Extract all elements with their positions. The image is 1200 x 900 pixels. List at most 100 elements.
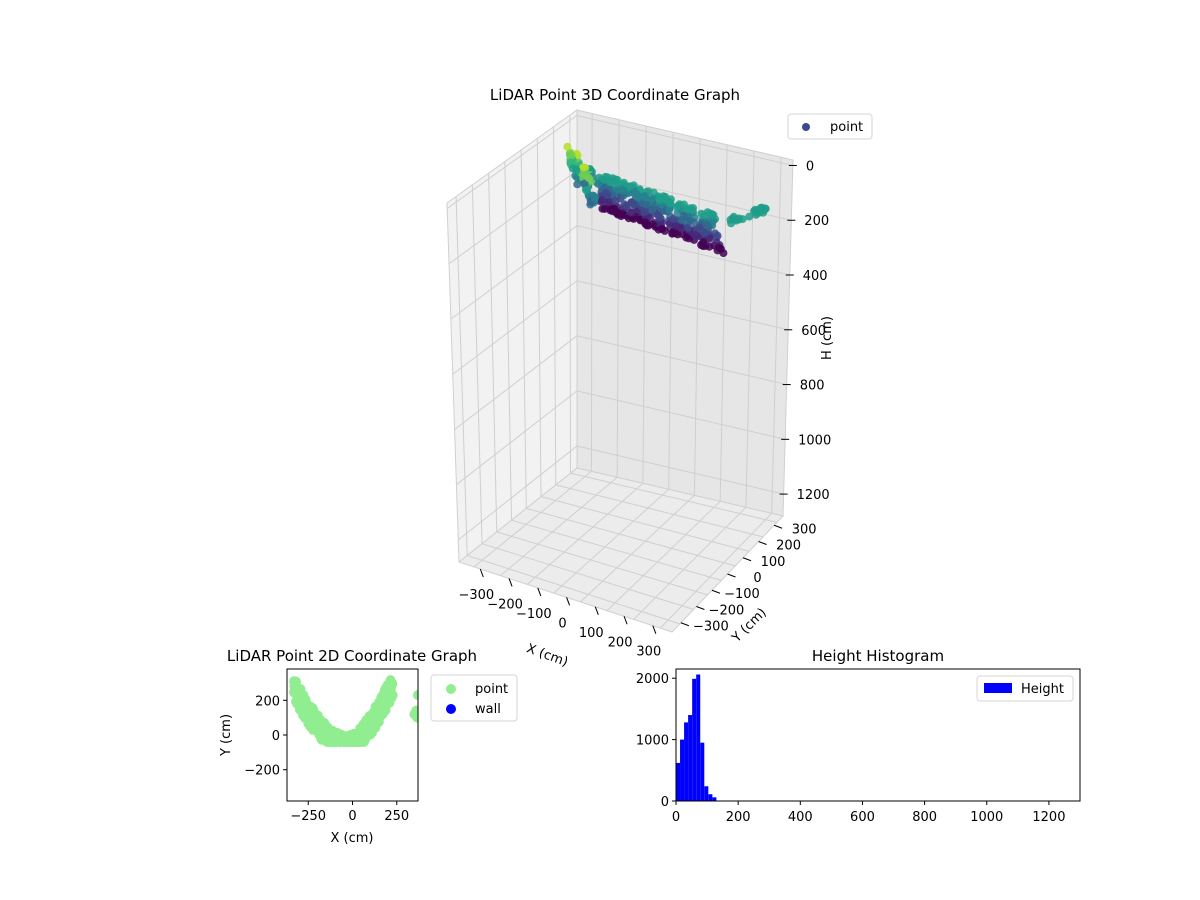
- grid-line-x: [606, 501, 721, 612]
- scatter-point-3d: [582, 186, 590, 195]
- grid-line-x: [580, 494, 695, 603]
- tick-label-y: 2000: [636, 672, 669, 687]
- scatter-point-3d: [705, 242, 714, 251]
- grid-line-y: [570, 472, 778, 523]
- scatter-point-3d: [640, 191, 649, 200]
- scatter-point-3d: [709, 211, 718, 219]
- legend-2d-wall-label: wall: [475, 702, 501, 717]
- scatter-point-3d: [579, 163, 588, 172]
- scatter-point-3d: [622, 201, 631, 210]
- grid-line-y-wall: [569, 115, 572, 474]
- tick-mark-y: [727, 573, 736, 578]
- scatter-point-2d: [327, 725, 338, 736]
- ticks-histogram: 0 200 400 600 800 1000 1200 0 1000 2000: [636, 672, 1066, 825]
- scatter-point-3d: [648, 220, 657, 229]
- tick-mark-x: [652, 625, 657, 634]
- legend-3d-marker: [802, 123, 810, 131]
- tick-label-x: 600: [850, 810, 875, 825]
- tick-label-z: 600: [801, 324, 826, 339]
- scatter-point-3d-far: [759, 208, 768, 217]
- grid-line-z: [452, 280, 789, 375]
- tick-label-x: −300: [458, 588, 494, 603]
- tick-mark-x: [594, 606, 599, 615]
- scatter-point-3d: [630, 200, 638, 209]
- chart-3d: −300−200−1000100200300−300−200−100010020…: [446, 86, 873, 670]
- scatter-point-2d: [314, 721, 325, 732]
- scatter-point-3d: [568, 164, 577, 173]
- scatter-point-3d: [613, 175, 622, 184]
- scatter-point-3d: [605, 198, 614, 207]
- scatter-point-3d: [613, 210, 622, 219]
- tick-mark-y: [742, 557, 752, 562]
- grid-line-y: [526, 507, 736, 567]
- tick-label-x: 100: [579, 626, 604, 641]
- histogram-bar: [688, 715, 693, 801]
- grid-line-x-wall: [771, 157, 782, 514]
- scatter-point-3d: [684, 223, 693, 232]
- histogram-bar: [704, 786, 709, 801]
- scatter-point-2d: [295, 700, 305, 711]
- tick-label-y: 200: [776, 539, 801, 554]
- legend-histogram: Height: [976, 675, 1074, 702]
- scatter-point-3d: [719, 249, 728, 258]
- tick-label-y: −300: [693, 620, 729, 635]
- scatter-point-3d: [669, 214, 677, 223]
- scatter-point-3d: [685, 204, 694, 213]
- chart-3d-xlabel: X (cm): [524, 641, 570, 670]
- grid-line-x: [473, 470, 592, 568]
- grid-line-z: [457, 445, 784, 541]
- tick-label-z: 1000: [798, 433, 831, 448]
- scatter-point-3d: [702, 220, 711, 229]
- grid-line-y-wall: [553, 126, 557, 485]
- tick-mark-y: [711, 589, 721, 594]
- scatter-point-3d: [689, 218, 698, 227]
- grid-line-y-wall: [488, 173, 498, 532]
- scatter-point-3d: [680, 200, 688, 209]
- grid-line-x: [633, 507, 747, 620]
- tick-label-x: 0: [558, 616, 566, 631]
- scatter-point-3d: [584, 173, 593, 182]
- histogram-bar: [700, 742, 705, 801]
- scatter-point-2d: [307, 714, 318, 725]
- scatter-point-2d: [374, 712, 385, 723]
- scatter-point-3d: [627, 208, 636, 217]
- grid-line-y-wall: [504, 161, 513, 521]
- scatter-point-3d: [567, 151, 576, 159]
- scatter-point-2d: [412, 712, 418, 723]
- histogram-bar: [696, 674, 701, 801]
- scatter-point-3d: [648, 205, 657, 214]
- grid-line-x-wall: [693, 138, 701, 496]
- ticks-2d: −250 0 250 −200 0 200: [244, 694, 409, 824]
- tick-mark-x: [508, 578, 513, 587]
- scatter-point-3d: [672, 202, 681, 211]
- legend-3d: point: [787, 113, 873, 140]
- scatter-point-3d: [600, 175, 609, 184]
- tick-label-x: 200: [726, 810, 751, 825]
- grid-line-y: [555, 484, 764, 538]
- tick-label-x: 1000: [970, 810, 1003, 825]
- histogram-frame: [675, 668, 1081, 802]
- scatter-point-3d: [648, 194, 657, 203]
- grid-line-x: [659, 513, 773, 629]
- scatter-point-3d: [611, 196, 620, 205]
- scatter-point-3d-far: [745, 212, 754, 221]
- tick-label-x: −200: [487, 597, 523, 612]
- scatter-point-3d: [699, 238, 708, 247]
- tick-mark-y: [696, 606, 705, 610]
- scatter-point-3d: [607, 205, 616, 214]
- scatter-point-3d: [671, 222, 680, 231]
- scatter-point-2d: [350, 736, 361, 747]
- grid-line-y: [467, 554, 680, 625]
- scatter-point-3d: [655, 213, 664, 222]
- histogram-title: Height Histogram: [812, 647, 944, 665]
- grid-line-x: [500, 476, 618, 577]
- grid-line-z: [454, 335, 787, 430]
- scatter-point-2d: [413, 690, 418, 701]
- tick-mark-x: [537, 587, 542, 597]
- tick-label-y: 0: [661, 795, 669, 810]
- tick-label-x: 200: [608, 635, 633, 650]
- tick-label-x: −250: [290, 809, 326, 824]
- scatter-point-3d-far: [732, 216, 741, 225]
- chart-histogram: 0 200 400 600 800 1000 1200 0 1000 2000 Height Hi…: [636, 647, 1081, 825]
